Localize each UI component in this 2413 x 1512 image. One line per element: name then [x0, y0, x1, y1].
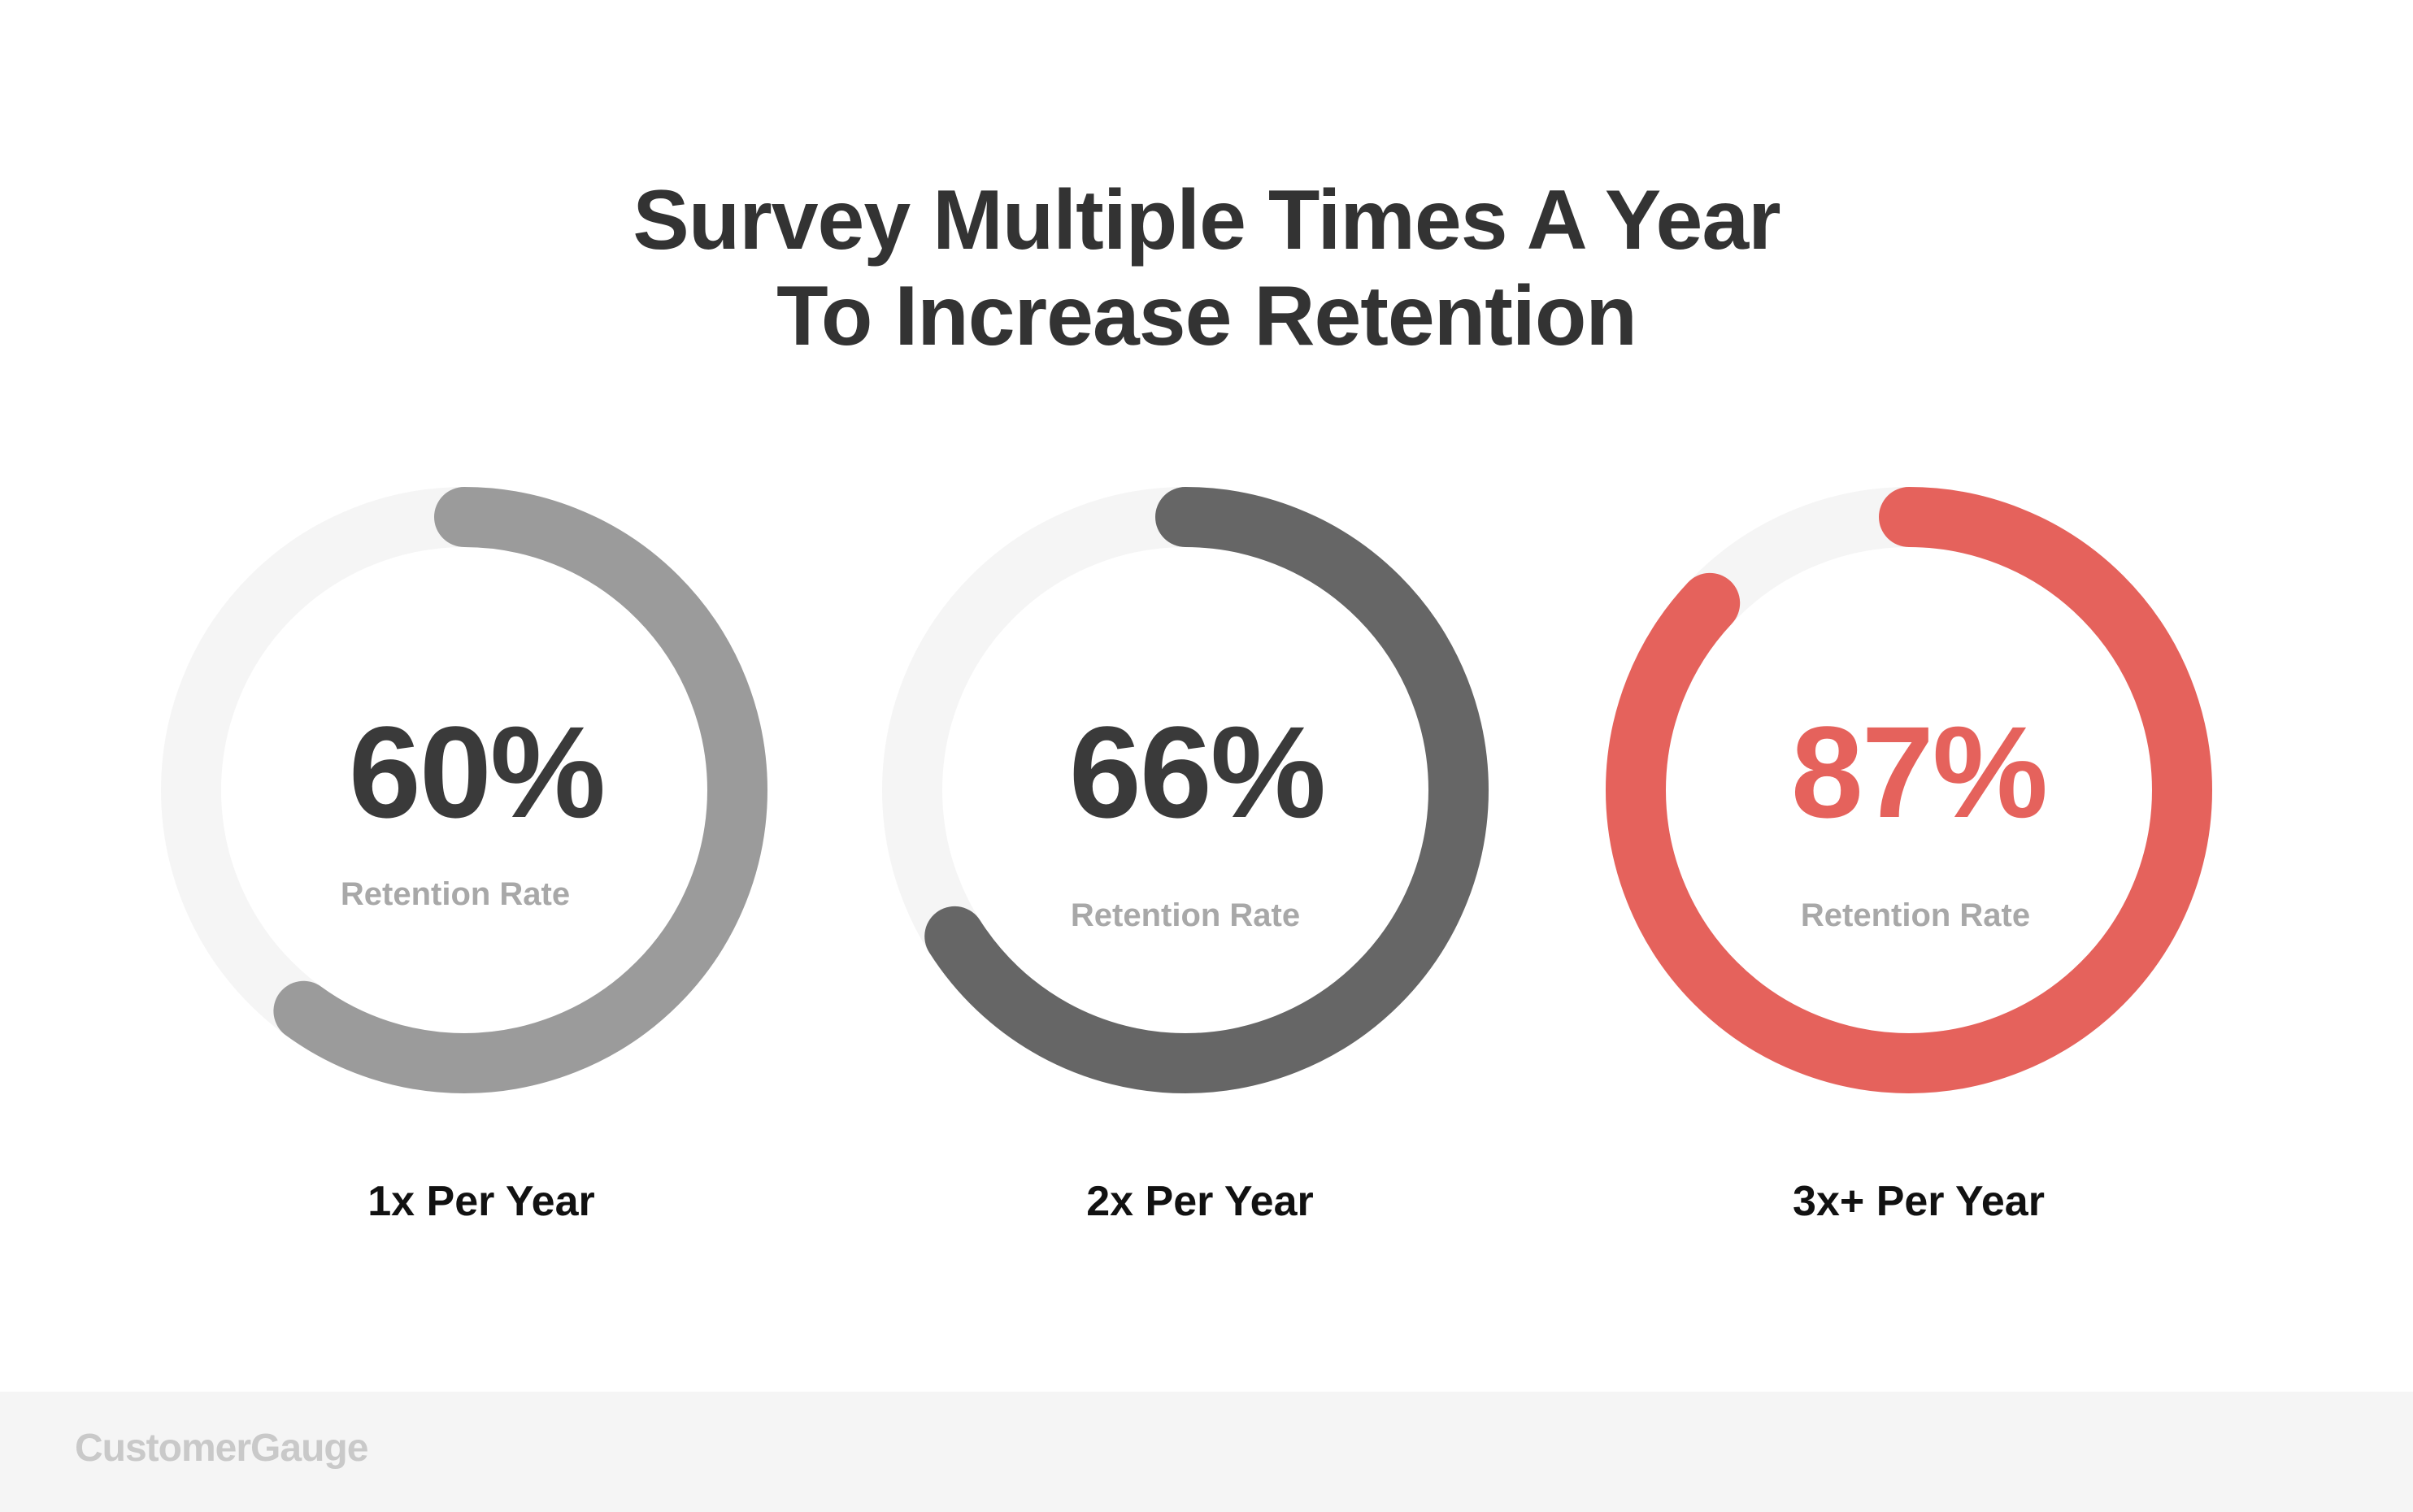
- gauge-1-percent: 60%: [348, 699, 606, 845]
- brand-logo: CustomerGauge: [75, 1427, 368, 1470]
- gauge-1-category-label: 1x Per Year: [367, 1178, 595, 1225]
- gauge-2-percent: 66%: [1068, 699, 1326, 845]
- gauge-2-category-label: 2x Per Year: [1086, 1178, 1314, 1225]
- footer-bar: CustomerGauge: [0, 1392, 2413, 1512]
- gauge-3-value-arc: [1606, 487, 2212, 1093]
- gauge-3-category-label: 3x+ Per Year: [1793, 1178, 2045, 1225]
- gauge-1-value-arc: [161, 487, 767, 1093]
- gauge-1-metric-label: Retention Rate: [340, 876, 571, 912]
- gauge-3-metric-label: Retention Rate: [1800, 897, 2031, 933]
- chart-title-line-1: Survey Multiple Times A Year: [633, 173, 1780, 267]
- gauge-3-percent: 87%: [1790, 699, 2048, 845]
- gauge-2-value-arc: [882, 487, 1489, 1093]
- gauge-2-metric-label: Retention Rate: [1070, 897, 1301, 933]
- chart-title-line-2: To Increase Retention: [776, 269, 1637, 363]
